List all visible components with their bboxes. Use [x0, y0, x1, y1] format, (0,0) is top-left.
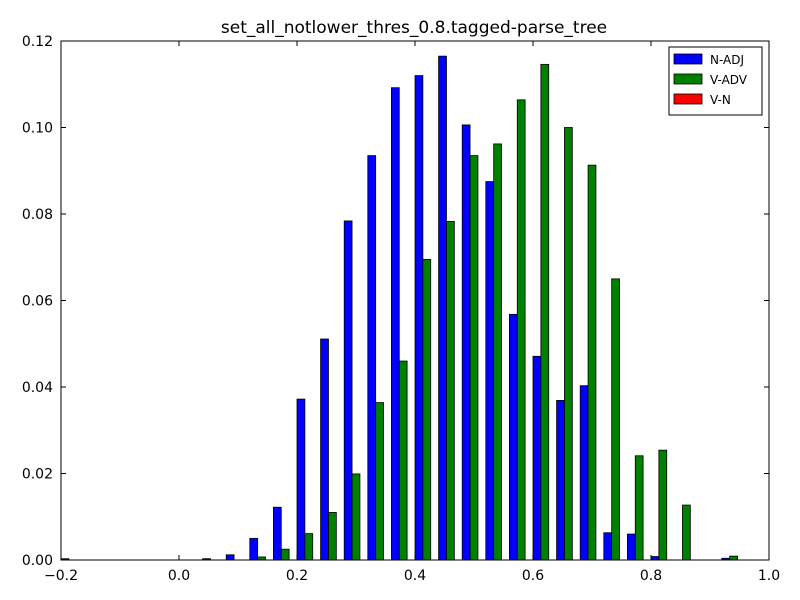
y-tick-label: 0.12: [22, 34, 53, 50]
y-tick-label: 0.08: [22, 207, 53, 223]
legend-swatch: [673, 93, 703, 105]
y-tick-label: 0.10: [22, 121, 53, 137]
bar: [304, 533, 314, 561]
bar: [414, 75, 424, 561]
bar: [320, 338, 329, 561]
bar: [556, 400, 565, 561]
bar: [611, 278, 620, 561]
bars-layer: [60, 55, 738, 561]
bar: [461, 124, 471, 561]
bar: [516, 99, 526, 561]
x-tick-label: 0.0: [168, 568, 190, 584]
y-tick-label: 0.06: [22, 294, 53, 310]
legend-label: N-ADJ: [710, 53, 744, 67]
legend-swatch: [673, 53, 703, 65]
bar: [469, 155, 479, 561]
bar: [249, 537, 259, 561]
x-tick-label: 0.4: [404, 568, 426, 584]
bar: [729, 555, 738, 561]
bar: [627, 533, 636, 561]
bar: [390, 87, 400, 561]
bar: [508, 313, 518, 561]
bar: [272, 506, 282, 561]
bar: [587, 164, 597, 561]
bar: [446, 220, 455, 561]
x-tick-label: 0.2: [286, 568, 308, 584]
series-v-adv: [257, 63, 738, 561]
bar: [564, 127, 573, 561]
bar: [438, 55, 447, 561]
bar: [682, 504, 691, 561]
bar: [603, 532, 613, 561]
bar: [579, 385, 589, 561]
y-tick-label: 0.02: [22, 467, 53, 483]
x-tick-label: −0.2: [44, 568, 78, 584]
bar: [540, 63, 550, 561]
x-tick-label: 0.6: [522, 568, 544, 584]
bar: [343, 220, 353, 561]
y-tick-label: 0.00: [22, 553, 53, 569]
series-n-adj: [60, 55, 731, 561]
x-tick-label: 0.8: [640, 568, 662, 584]
bar: [658, 449, 668, 561]
bar: [225, 554, 235, 561]
bar: [650, 556, 660, 561]
bar: [398, 360, 408, 561]
x-tick-label: 1.0: [758, 568, 780, 584]
ticks-layer: −0.2 0.0 0.2 0.4 0.6 0.8 1.0 0.00 0.02 0.04 0.06 0.…: [22, 34, 780, 584]
y-tick-label: 0.04: [22, 380, 53, 396]
chart-title: set_all_notlower_thres_0.8.tagged-parse_…: [221, 18, 607, 38]
legend-swatch: [673, 73, 703, 85]
legend: N-ADJ V-ADV V-N: [668, 46, 763, 116]
bar: [422, 259, 432, 561]
bar: [280, 548, 290, 561]
legend-label: V-N: [710, 93, 731, 107]
bar: [375, 402, 384, 561]
bar: [634, 455, 644, 561]
bar: [351, 473, 361, 561]
legend-label: V-ADV: [710, 73, 748, 87]
bar: [532, 355, 542, 561]
bar: [485, 181, 495, 561]
bar: [493, 143, 502, 561]
bar: [296, 398, 306, 561]
bar: [367, 155, 377, 561]
bar: [328, 512, 337, 561]
